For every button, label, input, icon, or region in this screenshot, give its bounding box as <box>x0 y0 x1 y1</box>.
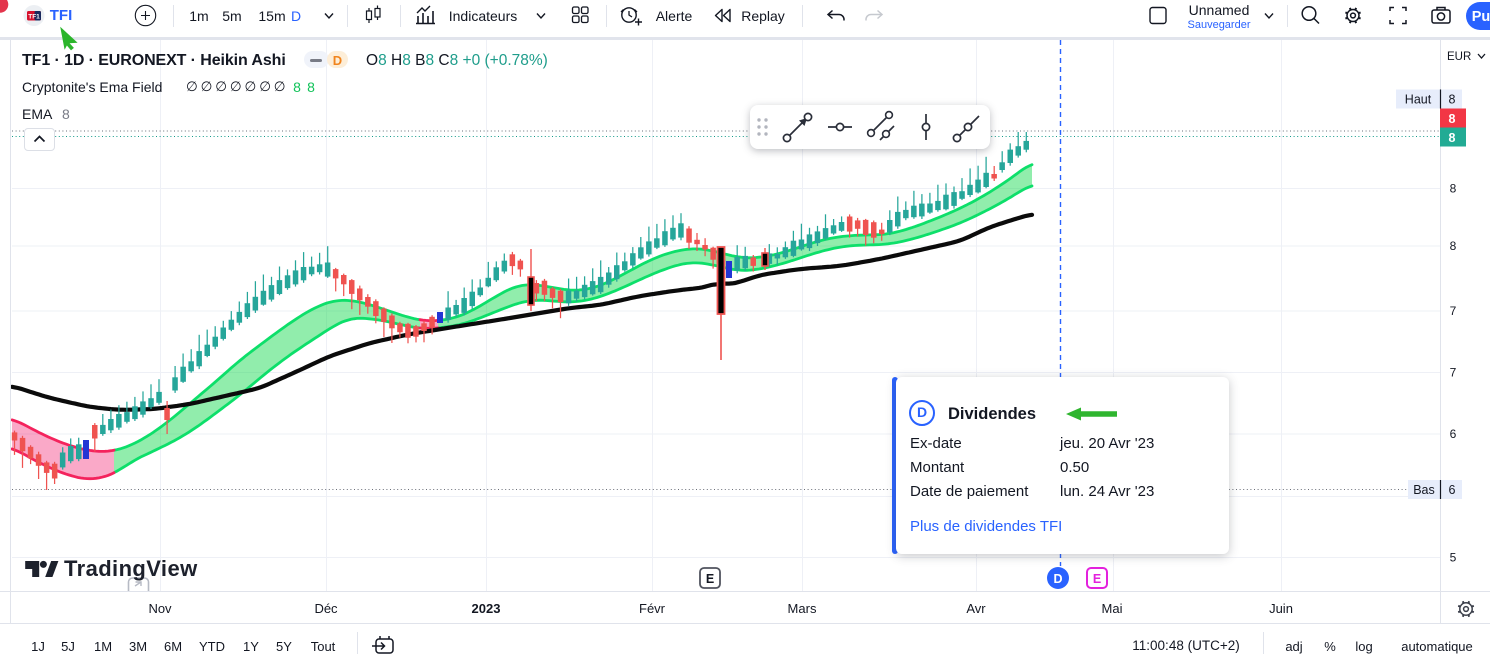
svg-text:E: E <box>706 572 714 586</box>
svg-text:EUR: EUR <box>1447 51 1471 63</box>
svg-text:8: 8 <box>1450 182 1457 196</box>
svg-text:8: 8 <box>1449 131 1456 145</box>
svg-text:TF1: TF1 <box>28 14 40 21</box>
svg-text:8: 8 <box>1449 112 1456 126</box>
svg-text:7: 7 <box>1450 366 1457 380</box>
svg-text:Pu: Pu <box>1472 9 1490 25</box>
svg-text:5: 5 <box>1450 551 1457 565</box>
svg-text:D: D <box>1053 572 1062 586</box>
svg-text:8: 8 <box>1449 93 1456 107</box>
svg-text:Haut: Haut <box>1405 93 1432 107</box>
svg-text:6: 6 <box>1450 427 1457 441</box>
svg-text:7: 7 <box>1450 304 1457 318</box>
svg-text:E: E <box>1093 572 1101 586</box>
svg-text:8: 8 <box>1450 239 1457 253</box>
svg-text:6: 6 <box>1449 483 1456 497</box>
svg-text:Bas: Bas <box>1413 483 1435 497</box>
